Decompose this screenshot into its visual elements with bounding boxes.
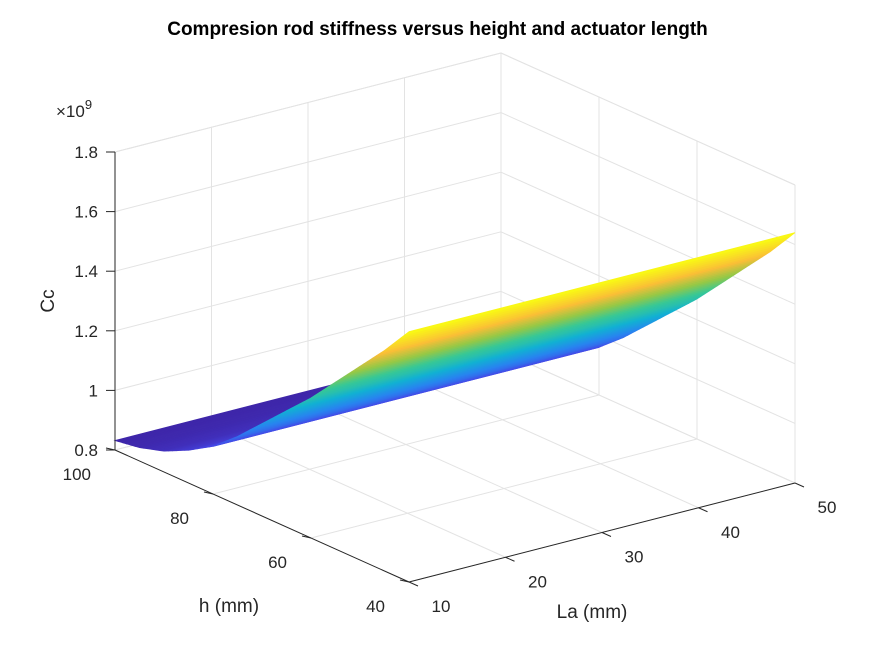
y-tick-label: 100 xyxy=(63,465,91,484)
side-wall-grid-z xyxy=(500,112,796,246)
z-tick-label: 1.4 xyxy=(74,262,98,281)
y-tick-label: 40 xyxy=(366,597,385,616)
y-axis-line xyxy=(114,449,410,583)
floor-grid-y xyxy=(212,394,600,495)
z-axis-label: Cc xyxy=(38,289,59,312)
y-tick-label: 80 xyxy=(170,509,189,528)
y-axis-label: h (mm) xyxy=(199,596,259,617)
x-tick-mark xyxy=(794,482,805,488)
z-tick-label: 1.2 xyxy=(74,322,98,341)
side-wall-grid-z xyxy=(500,350,796,484)
y-tick-label: 60 xyxy=(268,553,287,572)
x-tick-mark xyxy=(408,581,419,587)
z-tick-label: 1 xyxy=(89,381,98,400)
back-wall-grid-z xyxy=(114,112,502,213)
back-wall-grid-z xyxy=(114,171,502,272)
tick-labels: 10 20 30 40 50 40 60 80 100 0.8 1 1.2 1.4 1.6 1.8 xyxy=(63,143,837,616)
z-exponent-label: ×109 xyxy=(56,97,92,121)
floor-grid-y xyxy=(310,438,698,539)
back-wall-grid-z xyxy=(114,52,502,153)
y-tick-mark xyxy=(301,535,312,539)
y-tick-mark xyxy=(203,491,214,495)
floor-grid-x xyxy=(404,375,699,509)
z-tick-label: 1.8 xyxy=(74,143,98,162)
x-axis-label: La (mm) xyxy=(557,602,628,623)
z-tick-label: 0.8 xyxy=(74,441,98,460)
x-tick-mark xyxy=(601,532,612,537)
surface-patch xyxy=(404,232,796,336)
x-tick-label: 40 xyxy=(721,523,740,542)
z-exponent-power: 9 xyxy=(85,97,92,112)
x-tick-label: 10 xyxy=(432,597,451,616)
z-exponent-base: ×10 xyxy=(56,102,85,121)
side-wall-grid-z xyxy=(500,52,796,186)
grid-lines xyxy=(114,52,796,583)
back-wall-grid-z xyxy=(114,290,502,391)
z-tick-label: 1.6 xyxy=(74,203,98,222)
x-tick-mark xyxy=(505,556,515,562)
x-tick-mark xyxy=(698,507,708,513)
floor-grid-x xyxy=(211,424,506,558)
side-wall-grid-z xyxy=(500,171,796,305)
surface xyxy=(113,232,796,452)
chart-title: Compresion rod stiffness versus height a… xyxy=(167,19,708,40)
x-tick-label: 20 xyxy=(528,572,547,591)
back-wall-grid-z xyxy=(114,231,502,332)
y-tick-mark xyxy=(399,579,410,583)
x-tick-label: 50 xyxy=(818,498,837,517)
x-tick-label: 30 xyxy=(625,548,644,567)
floor-grid-x xyxy=(307,400,603,533)
axes xyxy=(105,151,805,587)
